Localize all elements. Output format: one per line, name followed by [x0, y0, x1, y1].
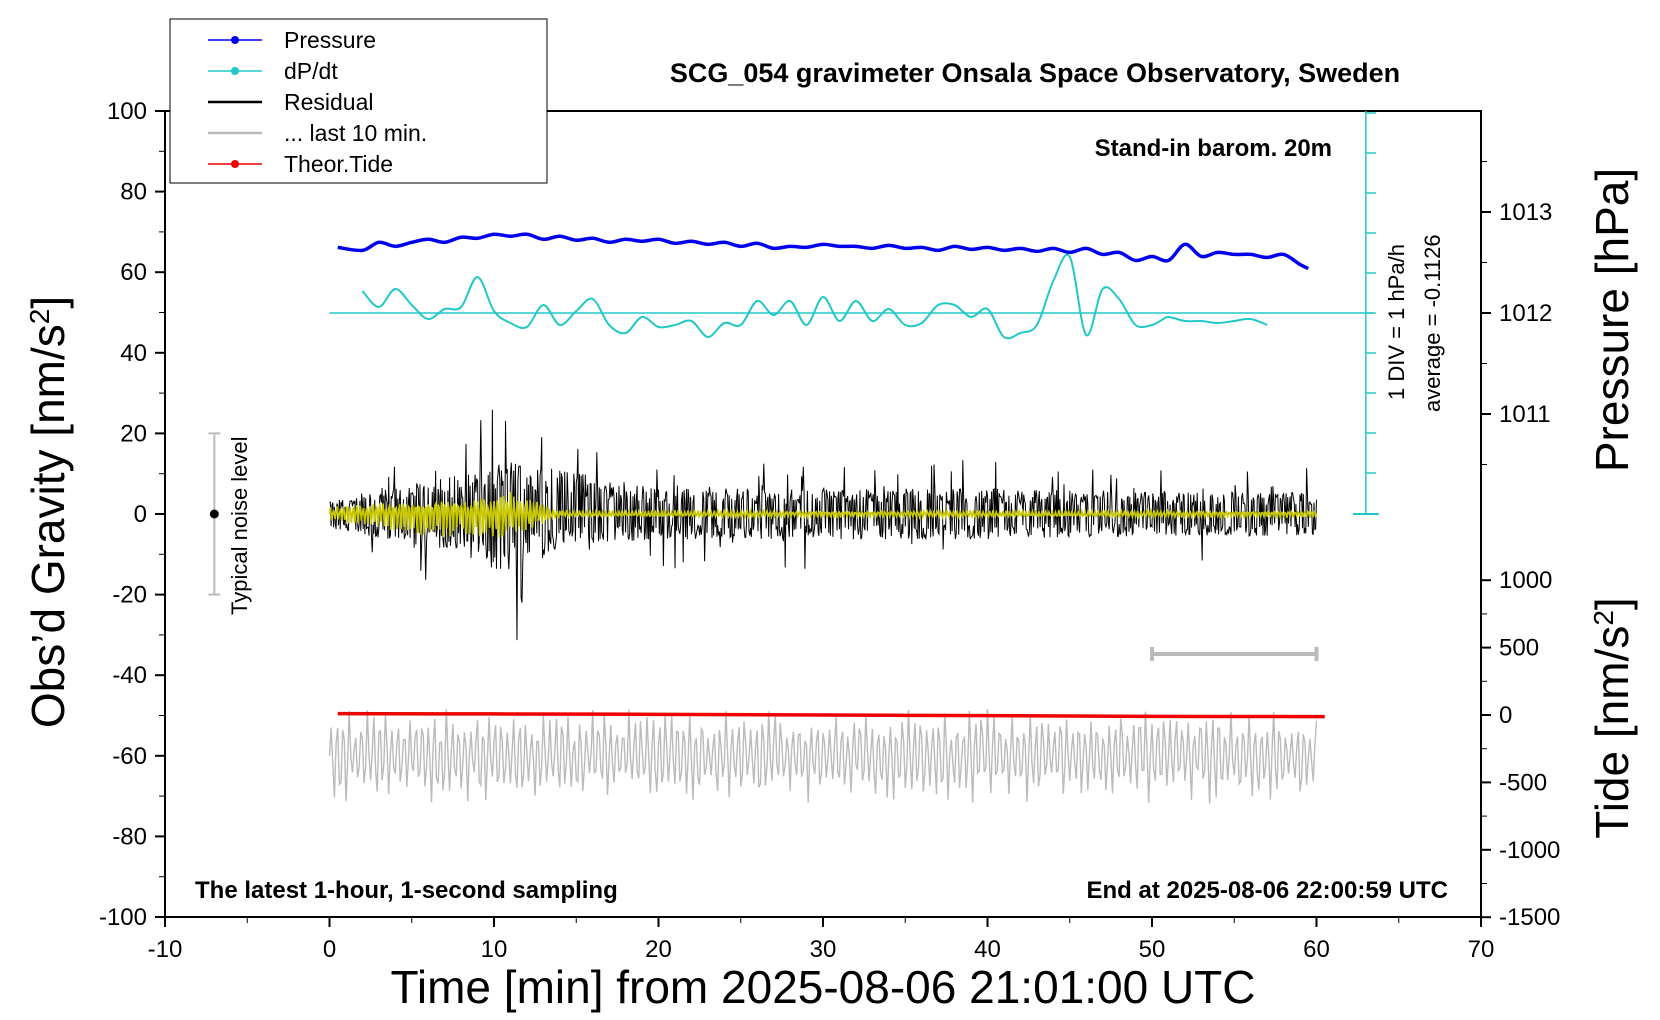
y-axis-label-left-text: Obs’d Gravity [nm/s	[22, 324, 74, 728]
legend: Pressure dP/dt Residual ... last 10 min. The…	[169, 18, 548, 184]
tide-line	[337, 711, 1325, 719]
y-axis-label-tide-end: ]	[1586, 597, 1638, 610]
chart-title: SCG_054 gravimeter Onsala Space Observat…	[670, 58, 1400, 88]
pressure-tick-label: 1012	[1499, 300, 1552, 327]
noise-bar-dot	[209, 509, 219, 519]
x-tick-label: 50	[1139, 936, 1166, 963]
x-tick-label: 10	[481, 936, 508, 963]
tide-tick-label: 1000	[1499, 567, 1552, 594]
dpdt-line	[361, 253, 1268, 340]
x-tick-label: 70	[1468, 936, 1495, 963]
y-axis-label-tide: Tide [nm/s2]	[1586, 597, 1638, 838]
tide-tick-label: -1000	[1499, 837, 1560, 864]
x-tick-label: 60	[1303, 936, 1330, 963]
axis-ticks: -10 0 10 20 30 40 50 60 70-100-80-60-40-20020406…	[99, 98, 1560, 963]
legend-label: Pressure	[284, 27, 376, 53]
y-tick-label: -80	[112, 823, 147, 850]
x-tick-label: 40	[974, 936, 1001, 963]
last-10min-line	[328, 709, 1318, 804]
data-series	[328, 232, 1325, 804]
x-tick-label: 30	[810, 936, 837, 963]
y-tick-label: 100	[107, 98, 147, 125]
average-label: average = -0.1126	[1420, 234, 1445, 412]
legend-label: Residual	[284, 89, 374, 115]
y-axis-label-pressure: Pressure [hPa]	[1586, 168, 1638, 472]
tide-tick-label: -1500	[1499, 904, 1560, 931]
y-tick-label: 60	[120, 259, 147, 286]
y-axis-label-tide-text: Tide [nm/s	[1586, 626, 1638, 839]
pressure-tick-label: 1011	[1499, 401, 1551, 428]
y-axis-label-left-sup: 2	[24, 309, 55, 325]
legend-label: ... last 10 min.	[284, 120, 427, 146]
x-tick-label: 0	[323, 936, 336, 963]
end-note: End at 2025-08-06 22:00:59 UTC	[1087, 877, 1449, 904]
decorations	[208, 111, 1379, 661]
y-tick-label: 0	[134, 501, 147, 528]
y-tick-label: -100	[99, 904, 147, 931]
tide-tick-label: -500	[1499, 769, 1547, 796]
barometer-note: Stand-in barom. 20m	[1095, 135, 1332, 162]
y-tick-label: -40	[112, 662, 147, 689]
y-axis-label-left-end: ]	[22, 296, 74, 309]
x-tick-label: 20	[645, 936, 672, 963]
x-tick-label: -10	[148, 936, 183, 963]
y-tick-label: -60	[112, 743, 147, 770]
tide-tick-label: 0	[1499, 702, 1512, 729]
pressure-tick-label: 1013	[1499, 199, 1552, 226]
legend-marker	[231, 67, 239, 75]
y-tick-label: 20	[120, 420, 147, 447]
div-label: 1 DIV = 1 hPa/h	[1384, 244, 1409, 400]
legend-label: Theor.Tide	[284, 151, 393, 177]
y-tick-label: 80	[120, 179, 147, 206]
y-axis-label-tide-sup: 2	[1588, 610, 1619, 626]
legend-label: dP/dt	[284, 58, 338, 84]
legend-marker	[231, 160, 239, 168]
residual-smoothed-line	[328, 491, 1318, 538]
residual-line	[329, 409, 1317, 641]
y-tick-label: -20	[112, 582, 147, 609]
noise-level-label: Typical noise level	[227, 436, 252, 615]
x-axis-label: Time [min] from 2025-08-06 21:01:00 UTC	[391, 961, 1256, 1013]
tide-tick-label: 500	[1499, 635, 1539, 662]
pressure-line	[337, 232, 1310, 271]
y-tick-label: 40	[120, 340, 147, 367]
legend-marker	[231, 36, 239, 44]
latest-note: The latest 1-hour, 1-second sampling	[195, 877, 618, 904]
y-axis-label-left: Obs’d Gravity [nm/s2]	[22, 296, 74, 728]
